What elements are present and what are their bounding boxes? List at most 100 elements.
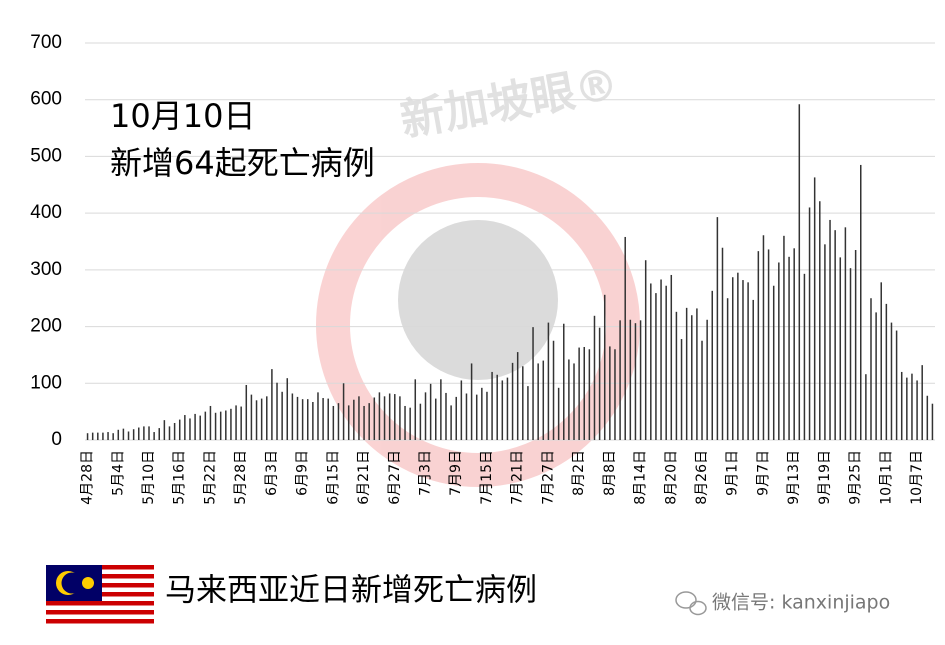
bar — [639, 320, 642, 440]
x-tick-label: 6月27日 — [387, 450, 403, 505]
bar — [819, 201, 821, 440]
bar — [701, 340, 703, 440]
bar — [752, 299, 754, 440]
bar — [685, 307, 688, 440]
bar — [726, 298, 729, 440]
x-tick-label: 8月26日 — [694, 450, 710, 505]
bar — [603, 294, 606, 440]
bar — [931, 403, 934, 440]
bar — [772, 285, 775, 440]
bar — [783, 235, 785, 440]
bar — [854, 250, 857, 440]
x-tick-label: 6月3日 — [264, 450, 280, 496]
bar — [342, 383, 345, 440]
bar — [563, 323, 565, 440]
x-tick-label: 5月4日 — [110, 450, 126, 496]
bar — [634, 323, 637, 440]
bar — [916, 380, 918, 440]
footer-title: 马来西亚近日新增死亡病例 — [165, 573, 537, 609]
bar — [86, 433, 89, 440]
y-tick-label: 300 — [30, 259, 62, 280]
bar — [849, 268, 852, 440]
bar — [219, 411, 222, 440]
bar — [189, 418, 191, 440]
bar — [532, 327, 534, 440]
bar — [178, 419, 181, 440]
bar — [184, 415, 186, 440]
bar — [470, 363, 473, 440]
x-tick-label: 8月8日 — [602, 450, 618, 496]
y-tick-label: 700 — [30, 32, 62, 53]
bar — [547, 322, 550, 440]
bar — [143, 426, 145, 440]
watermark-text: 新加坡眼® — [397, 58, 623, 146]
bar — [552, 340, 555, 440]
bar — [481, 387, 483, 440]
bar — [127, 431, 130, 440]
bar — [475, 394, 478, 440]
x-tick-label: 6月15日 — [325, 450, 341, 505]
annotation-date: 10月10日 — [110, 97, 255, 135]
bar — [460, 380, 463, 440]
bar — [414, 379, 417, 440]
x-tick-label: 9月25日 — [848, 450, 864, 505]
bar — [419, 403, 422, 440]
bar — [271, 369, 273, 440]
y-tick-label: 100 — [30, 372, 62, 393]
bar — [378, 392, 381, 440]
bar — [322, 398, 324, 440]
x-tick-label: 8月20日 — [663, 450, 679, 505]
bar — [404, 405, 406, 440]
bar — [138, 427, 140, 440]
bar — [870, 298, 872, 440]
bar — [598, 327, 601, 440]
y-tick-label: 200 — [30, 316, 62, 337]
bar — [885, 303, 888, 440]
x-tick-label: 7月15日 — [479, 450, 495, 505]
bar — [440, 379, 442, 440]
malaysia-flag — [46, 565, 154, 628]
bar — [583, 346, 585, 440]
bar — [516, 352, 519, 440]
bar — [655, 293, 657, 440]
bar — [568, 359, 570, 440]
bar — [230, 408, 232, 440]
bar — [394, 394, 396, 440]
bar — [465, 393, 468, 440]
bar — [424, 392, 427, 440]
bar — [158, 428, 160, 440]
bar — [225, 410, 227, 440]
bar — [173, 422, 176, 440]
bar — [711, 290, 714, 440]
bar — [358, 396, 360, 440]
bar — [670, 274, 673, 440]
x-tick-label: 9月13日 — [786, 450, 802, 505]
bar — [824, 244, 826, 440]
bar — [629, 319, 632, 440]
bar — [301, 399, 304, 440]
x-tick-label: 5月28日 — [233, 450, 249, 505]
bar — [204, 411, 207, 440]
bar — [742, 280, 744, 440]
bar — [260, 398, 263, 440]
x-tick-label: 7月27日 — [540, 450, 556, 505]
x-tick-label: 5月22日 — [202, 450, 218, 505]
bar — [808, 207, 811, 440]
bar — [491, 371, 493, 440]
bar — [522, 366, 524, 440]
bar — [542, 360, 545, 440]
bar — [691, 315, 693, 440]
bar — [875, 312, 877, 440]
bar — [409, 407, 411, 440]
bar — [829, 219, 831, 440]
bar — [91, 432, 94, 440]
bar — [194, 413, 196, 440]
bar — [788, 256, 790, 440]
x-tick-label: 9月19日 — [817, 450, 833, 505]
bar — [803, 273, 806, 440]
bar — [921, 365, 923, 440]
bar — [890, 322, 893, 440]
y-tick-label: 400 — [30, 202, 62, 223]
bar — [767, 249, 770, 440]
bar — [865, 374, 867, 440]
